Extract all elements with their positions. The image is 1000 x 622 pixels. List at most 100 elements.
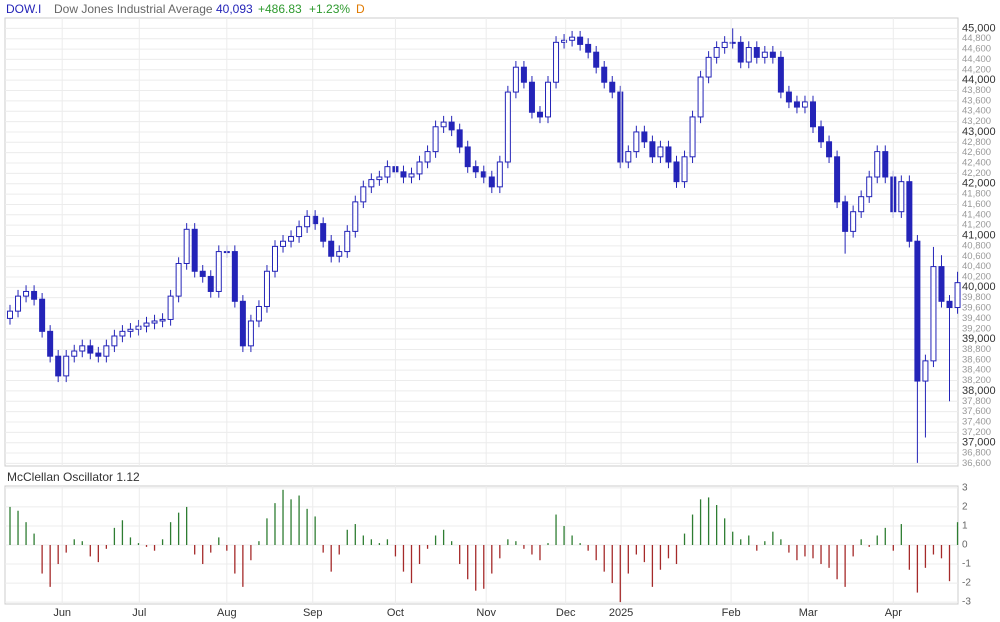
candle-body: [191, 228, 198, 272]
candle-body: [898, 181, 905, 213]
candle-body: [914, 240, 921, 382]
candle-body: [866, 176, 873, 198]
candle-body: [930, 266, 937, 362]
y-tick-label: 43,200: [962, 116, 991, 127]
y-tick-label: 39,200: [962, 323, 991, 334]
candle-body: [255, 305, 262, 322]
y-tick-label: 36,600: [962, 458, 991, 469]
candle-body: [850, 211, 857, 232]
candle-body: [432, 126, 439, 153]
candle-body: [175, 262, 182, 297]
y-tick-label: 42,400: [962, 158, 991, 169]
candle-body: [625, 151, 632, 163]
period: D: [356, 2, 365, 16]
candle-body: [296, 226, 303, 238]
candle-body: [512, 66, 519, 93]
candle-body: [239, 300, 246, 347]
candle-body: [352, 201, 359, 232]
candle-body: [47, 330, 54, 357]
x-tick-label: Sep: [303, 607, 323, 619]
candle-body: [617, 91, 624, 163]
y-tick-label: 41,400: [962, 209, 991, 220]
y-tick-label: 43,800: [962, 85, 991, 96]
candle-body: [95, 352, 102, 357]
y-tick-label: 44,000: [962, 74, 996, 86]
candle-body: [553, 41, 560, 83]
candle-body: [585, 43, 592, 53]
candle-body: [713, 47, 720, 58]
y-tick-label: 36,800: [962, 448, 991, 459]
candle-body: [55, 355, 62, 377]
candle-body: [360, 186, 367, 203]
y-tick-label: 40,400: [962, 261, 991, 272]
y-tick-label: 40,000: [962, 281, 996, 293]
y-tick-label: 44,800: [962, 33, 991, 44]
x-tick-label: 2025: [609, 607, 633, 619]
x-tick-label: Dec: [556, 607, 576, 619]
y-tick-label: 40,600: [962, 251, 991, 262]
candle-body: [826, 141, 833, 158]
candle-body: [328, 240, 335, 257]
y-tick-label: 41,600: [962, 199, 991, 210]
candle-body: [657, 146, 664, 158]
candle-body: [810, 101, 816, 128]
candle-body: [151, 320, 158, 324]
y-tick-label: 37,600: [962, 406, 991, 417]
y-tick-label: 39,800: [962, 292, 991, 303]
y-tick-label: 38,000: [962, 385, 996, 397]
candle-body: [528, 81, 535, 113]
x-tick-label: Aug: [217, 607, 237, 619]
y-tick-label: 39,400: [962, 313, 991, 324]
y-tick-label: 42,800: [962, 137, 991, 148]
candle-body: [183, 228, 190, 264]
y-tick-label: 37,200: [962, 427, 991, 438]
y-tick-label: 38,400: [962, 365, 991, 376]
candle-body: [215, 251, 222, 292]
candle-body: [874, 151, 881, 178]
candle-body: [689, 116, 696, 158]
candle-body: [785, 91, 792, 103]
candle-body: [946, 300, 953, 309]
candle-body: [488, 176, 495, 188]
candle-body: [504, 91, 511, 163]
x-tick-label: Nov: [476, 607, 496, 619]
y-tick-label: 42,000: [962, 178, 996, 190]
x-tick-label: Feb: [722, 607, 741, 619]
candle-body: [376, 176, 383, 181]
candle-body: [633, 131, 640, 153]
candle-body: [111, 335, 118, 347]
candle-body: [737, 41, 744, 63]
y-tick-label: 37,400: [962, 416, 991, 427]
candle-body: [729, 41, 736, 44]
candle-body: [416, 161, 423, 175]
candle-body: [609, 81, 616, 93]
oscillator-title: McClellan Oscillator 1.12: [7, 470, 140, 484]
title: Dow Jones Industrial Average: [54, 2, 213, 16]
candle-body: [312, 215, 319, 225]
candle-body: [320, 223, 327, 242]
y-tick-label: -2: [962, 578, 971, 589]
y-tick-label: 40,200: [962, 271, 991, 282]
y-tick-label: 43,400: [962, 106, 991, 117]
candle-body: [545, 81, 552, 118]
candle-body: [761, 51, 768, 58]
x-tick-label: Jun: [53, 607, 71, 619]
candle-body: [304, 215, 311, 228]
candle-body: [63, 355, 70, 377]
candle-body: [79, 345, 86, 352]
change-pct: +1.23%: [309, 2, 350, 16]
candle-body: [7, 310, 13, 319]
candle-body: [954, 282, 961, 309]
candle-body: [649, 141, 656, 158]
candle-body: [777, 56, 784, 93]
y-tick-label: 44,600: [962, 44, 991, 55]
candle-body: [472, 166, 479, 173]
candle-body: [705, 56, 712, 78]
x-tick-label: Jul: [132, 607, 146, 619]
candle-body: [882, 151, 889, 178]
symbol: DOW.I: [6, 2, 41, 16]
y-tick-label: 44,200: [962, 64, 991, 75]
candle-body: [520, 66, 527, 83]
x-tick-label: Oct: [387, 607, 404, 619]
